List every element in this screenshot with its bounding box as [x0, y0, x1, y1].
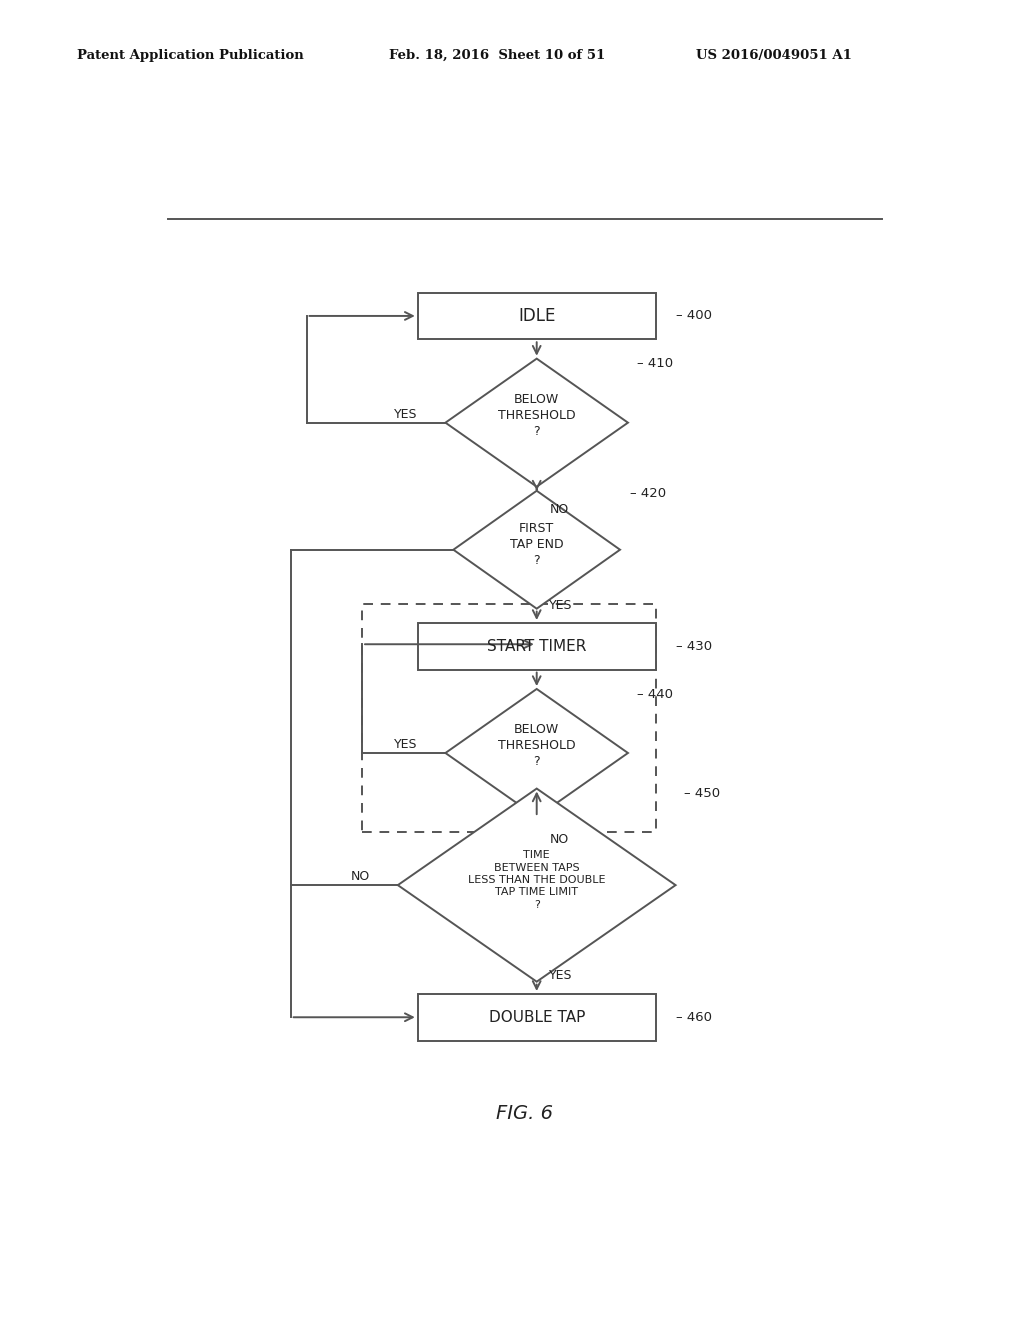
Text: – 440: – 440 [638, 688, 674, 701]
FancyBboxPatch shape [418, 623, 655, 669]
Text: Feb. 18, 2016  Sheet 10 of 51: Feb. 18, 2016 Sheet 10 of 51 [389, 49, 605, 62]
Polygon shape [445, 689, 628, 817]
Text: – 400: – 400 [676, 309, 712, 322]
Text: NO: NO [351, 870, 370, 883]
Polygon shape [445, 359, 628, 487]
Polygon shape [397, 788, 676, 982]
Text: YES: YES [394, 408, 418, 421]
FancyBboxPatch shape [418, 293, 655, 339]
Text: – 450: – 450 [684, 787, 720, 800]
Text: YES: YES [394, 738, 418, 751]
Text: TIME
BETWEEN TAPS
LESS THAN THE DOUBLE
TAP TIME LIMIT
?: TIME BETWEEN TAPS LESS THAN THE DOUBLE T… [468, 850, 605, 909]
Text: NO: NO [550, 833, 568, 846]
FancyBboxPatch shape [418, 994, 655, 1040]
Text: – 420: – 420 [630, 487, 666, 500]
Text: – 410: – 410 [638, 358, 674, 370]
Text: BELOW
THRESHOLD
?: BELOW THRESHOLD ? [498, 393, 575, 438]
Text: Patent Application Publication: Patent Application Publication [77, 49, 303, 62]
Polygon shape [454, 491, 620, 609]
Text: BELOW
THRESHOLD
?: BELOW THRESHOLD ? [498, 723, 575, 768]
Text: YES: YES [550, 969, 572, 982]
Text: NO: NO [550, 503, 568, 516]
Text: FIG. 6: FIG. 6 [497, 1105, 553, 1123]
Text: IDLE: IDLE [518, 308, 555, 325]
Text: START TIMER: START TIMER [487, 639, 587, 653]
Text: YES: YES [550, 599, 572, 612]
Text: – 460: – 460 [676, 1011, 712, 1024]
Text: US 2016/0049051 A1: US 2016/0049051 A1 [696, 49, 852, 62]
Text: DOUBLE TAP: DOUBLE TAP [488, 1010, 585, 1024]
Text: – 430: – 430 [676, 640, 712, 653]
Text: FIRST
TAP END
?: FIRST TAP END ? [510, 523, 563, 568]
